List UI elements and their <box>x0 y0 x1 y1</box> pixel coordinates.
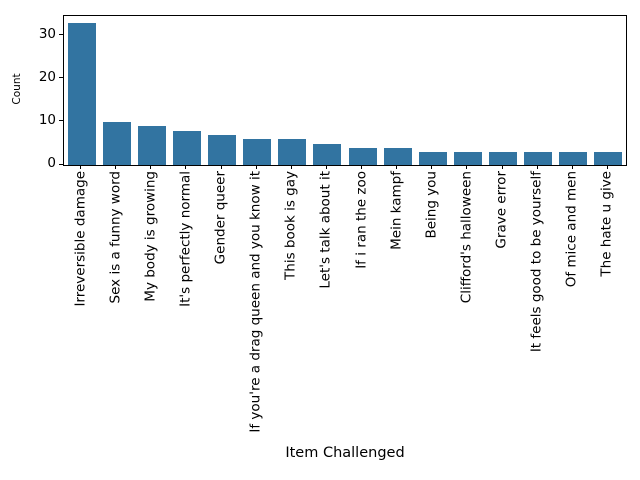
bar-irreversible-damage <box>67 23 96 165</box>
y-tick-mark-10 <box>59 120 63 122</box>
bar-gender-queer <box>208 134 237 165</box>
plot-area <box>63 15 627 166</box>
x-tick-mark-let-s-talk-about-it <box>325 165 327 169</box>
y-tick-label-10: 10 <box>38 112 56 129</box>
bar-the-hate-u-give <box>594 152 623 165</box>
bar-mein-kampf <box>383 147 412 165</box>
x-axis-label: Item Challenged <box>285 445 405 461</box>
x-tick-label-the-hate-u-give: The hate u give <box>598 171 615 277</box>
bar-grave-error <box>489 152 518 165</box>
y-tick-mark-0 <box>59 163 63 165</box>
x-tick-label-this-book-is-gay: This book is gay <box>282 171 299 280</box>
x-tick-label-if-you-re-a-drag-queen-and-you-know-it: If you're a drag queen and you know it <box>247 171 264 433</box>
y-tick-mark-20 <box>59 77 63 79</box>
x-tick-label-gender-queer: Gender queer <box>212 171 229 265</box>
x-tick-mark-if-i-ran-the-zoo <box>361 165 363 169</box>
x-tick-mark-if-you-re-a-drag-queen-and-you-know-it <box>255 165 257 169</box>
y-tick-mark-30 <box>59 34 63 36</box>
y-tick-label-0: 0 <box>47 155 56 172</box>
y-axis-label: Count <box>11 73 23 105</box>
x-tick-label-if-i-ran-the-zoo: If i ran the zoo <box>353 171 370 269</box>
x-tick-mark-of-mice-and-men <box>571 165 573 169</box>
x-tick-mark-sex-is-a-funny-word <box>115 165 117 169</box>
bar-it-s-perfectly-normal <box>172 130 201 165</box>
bar-it-feels-good-to-be-yourself <box>524 152 553 165</box>
bar-this-book-is-gay <box>278 139 307 165</box>
bar-sex-is-a-funny-word <box>102 122 131 165</box>
x-tick-label-let-s-talk-about-it: Let's talk about it <box>317 171 334 289</box>
y-tick-label-20: 20 <box>38 69 56 86</box>
bar-if-i-ran-the-zoo <box>348 147 377 165</box>
x-tick-mark-it-s-perfectly-normal <box>185 165 187 169</box>
x-tick-mark-this-book-is-gay <box>290 165 292 169</box>
x-tick-mark-my-body-is-growing <box>150 165 152 169</box>
x-tick-label-grave-error: Grave error <box>493 171 510 249</box>
bar-if-you-re-a-drag-queen-and-you-know-it <box>243 139 272 165</box>
x-tick-label-mein-kampf: Mein kampf <box>388 171 405 250</box>
x-tick-label-irreversible-damage: Irreversible damage <box>72 171 89 307</box>
x-tick-label-being-you: Being you <box>423 171 440 239</box>
x-tick-mark-gender-queer <box>220 165 222 169</box>
x-tick-mark-the-hate-u-give <box>606 165 608 169</box>
y-tick-label-30: 30 <box>38 26 56 43</box>
bar-my-body-is-growing <box>137 126 166 165</box>
x-tick-label-of-mice-and-men: Of mice and men <box>563 171 580 288</box>
x-tick-label-clifford-s-halloween: Clifford's halloween <box>458 171 475 304</box>
bar-clifford-s-halloween <box>453 152 482 165</box>
x-tick-mark-being-you <box>431 165 433 169</box>
x-tick-label-sex-is-a-funny-word: Sex is a funny word <box>107 171 124 304</box>
bar-let-s-talk-about-it <box>313 143 342 165</box>
x-tick-mark-grave-error <box>501 165 503 169</box>
x-tick-label-it-feels-good-to-be-yourself: It feels good to be yourself <box>528 171 545 353</box>
x-tick-mark-mein-kampf <box>396 165 398 169</box>
bar-of-mice-and-men <box>559 152 588 165</box>
x-tick-label-my-body-is-growing: My body is growing <box>142 171 159 302</box>
bar-being-you <box>418 152 447 165</box>
x-tick-mark-irreversible-damage <box>80 165 82 169</box>
x-tick-mark-clifford-s-halloween <box>466 165 468 169</box>
x-tick-label-it-s-perfectly-normal: It's perfectly normal <box>177 171 194 307</box>
x-tick-mark-it-feels-good-to-be-yourself <box>536 165 538 169</box>
